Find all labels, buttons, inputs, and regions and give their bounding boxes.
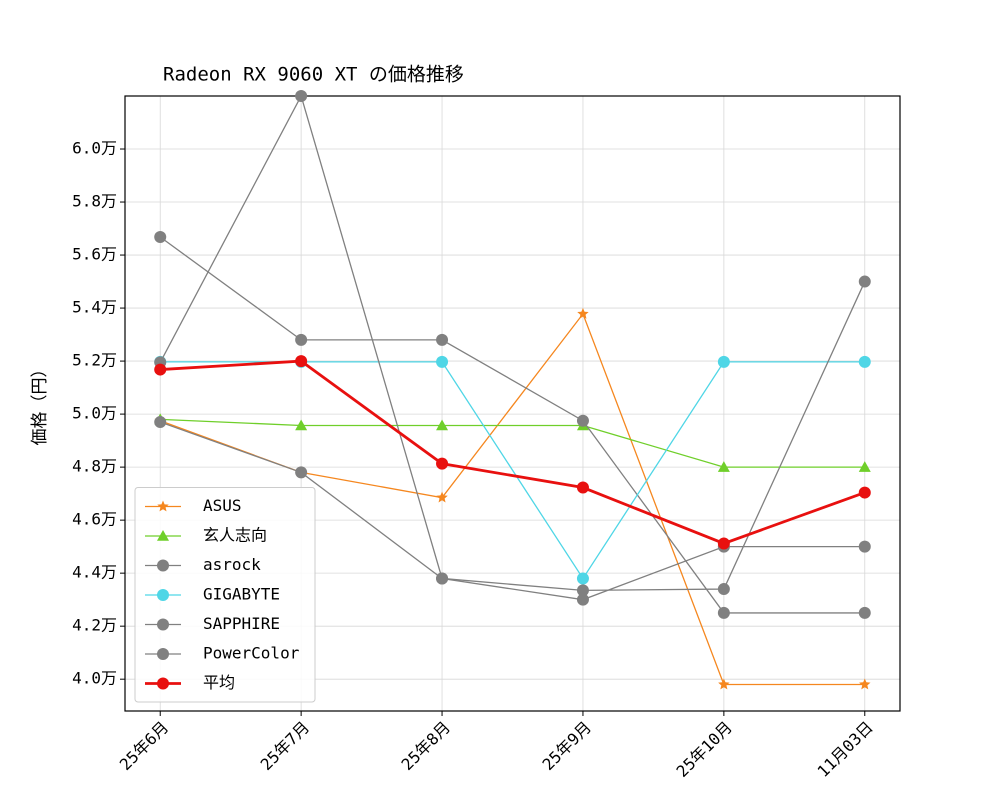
y-tick-label: 4.4万 <box>72 563 117 582</box>
marker <box>157 677 169 690</box>
marker <box>157 589 169 601</box>
y-tick-label: 4.8万 <box>72 457 117 476</box>
x-tick-label: 25年10月 <box>673 718 736 781</box>
legend-label: ASUS <box>203 496 242 515</box>
marker <box>436 457 449 470</box>
marker <box>154 363 167 376</box>
x-tick-label: 25年6月 <box>116 718 173 775</box>
marker <box>858 275 871 288</box>
marker <box>576 481 589 494</box>
chart-title: Radeon RX 9060 XT の価格推移 <box>163 64 464 86</box>
y-tick-label: 5.4万 <box>72 298 117 317</box>
marker <box>295 419 308 431</box>
marker <box>858 540 871 553</box>
marker <box>717 355 730 368</box>
marker <box>295 333 308 346</box>
series-line <box>160 359 866 545</box>
legend-label: SAPPHIRE <box>203 614 280 633</box>
marker <box>576 572 589 585</box>
marker <box>295 466 308 479</box>
marker <box>436 419 449 431</box>
marker <box>157 500 169 512</box>
legend-frame <box>134 487 316 703</box>
y-tick-label: 4.2万 <box>72 616 117 635</box>
marker <box>718 678 730 690</box>
series-line <box>159 94 866 592</box>
marker <box>717 606 730 619</box>
marker <box>858 606 871 619</box>
marker <box>859 678 871 690</box>
marker <box>858 355 871 368</box>
plot-frame <box>124 95 901 712</box>
legend-label: 玄人志向 <box>203 526 267 545</box>
marker <box>576 584 589 597</box>
legend-label: asrock <box>203 555 261 574</box>
marker <box>436 572 449 585</box>
x-tick-label: 11月03日 <box>813 718 876 781</box>
marker <box>436 355 449 368</box>
marker <box>436 491 448 503</box>
y-tick-label: 4.0万 <box>72 669 117 688</box>
marker <box>295 90 308 102</box>
x-tick-label: 25年7月 <box>257 718 314 775</box>
y-tick-label: 5.8万 <box>72 192 117 211</box>
series-line <box>160 421 865 601</box>
marker <box>717 583 730 596</box>
marker <box>717 461 730 472</box>
marker <box>576 593 589 606</box>
y-tick-label: 6.0万 <box>72 139 117 158</box>
legend-label: PowerColor <box>203 644 300 663</box>
marker <box>154 416 167 429</box>
marker <box>154 231 167 244</box>
marker <box>576 414 589 427</box>
legend-label: 平均 <box>203 673 235 692</box>
legend: ASUS 玄人志向 asrock GIGABYTE SAPPHIRE PowerColor… <box>134 487 316 703</box>
y-tick-label: 5.6万 <box>72 245 117 264</box>
marker <box>858 486 871 499</box>
series-line <box>159 236 865 614</box>
marker <box>157 530 169 541</box>
marker <box>157 559 169 572</box>
series-line <box>160 418 865 468</box>
marker <box>436 333 449 346</box>
marker <box>577 307 589 319</box>
y-axis-label: 価格（円） <box>30 361 50 446</box>
y-tick-label: 4.6万 <box>72 510 117 529</box>
marker <box>157 618 169 631</box>
marker <box>858 461 871 472</box>
x-tick-label: 25年9月 <box>538 718 595 775</box>
marker <box>717 537 730 550</box>
marker <box>295 355 308 368</box>
marker <box>157 648 169 660</box>
y-tick-label: 5.2万 <box>72 351 117 370</box>
y-tick-label: 5.0万 <box>72 404 117 423</box>
x-tick-label: 25年8月 <box>398 718 455 775</box>
legend-label: GIGABYTE <box>203 585 280 604</box>
